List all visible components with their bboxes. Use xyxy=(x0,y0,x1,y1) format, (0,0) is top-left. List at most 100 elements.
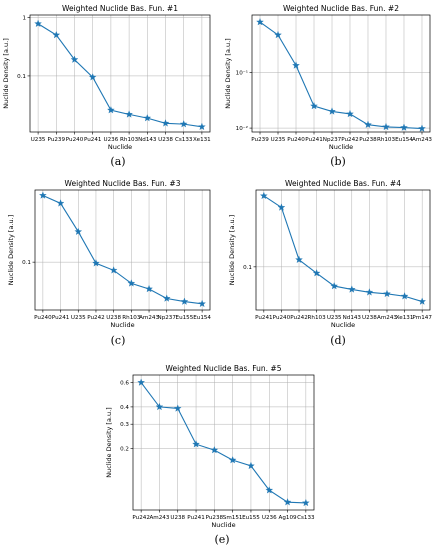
data-point-star xyxy=(228,456,237,464)
chart-panel: 0.1 Pu241 Pu240 Pu242 Rh103 U235 Nd143 U238 Am24… xyxy=(228,179,432,347)
x-tick-label: Sm151 xyxy=(223,515,243,521)
x-tick-label: Pu241 xyxy=(255,315,273,321)
x-axis-label: Nuclide xyxy=(110,321,134,329)
data-point-star xyxy=(107,106,115,114)
x-tick-label: Pu238 xyxy=(206,515,224,521)
chart-title: Weighted Nuclide Bas. Fun. #5 xyxy=(166,364,282,373)
x-tick-label: Pu240 xyxy=(66,137,84,143)
data-point-star xyxy=(328,107,336,115)
data-point-star xyxy=(88,73,97,81)
data-point-star xyxy=(52,31,61,39)
x-tick-label: Xe131 xyxy=(193,137,211,143)
plot-frame xyxy=(255,189,431,311)
x-axis-label: Nuclide xyxy=(211,521,235,529)
series-line xyxy=(42,194,203,305)
y-tick-label: 0.2 xyxy=(120,447,129,453)
x-tick-label: U238 xyxy=(170,515,185,521)
data-point-star xyxy=(34,19,42,27)
data-point-star xyxy=(383,289,391,298)
data-point-star xyxy=(56,199,65,207)
x-tick-label: U235 xyxy=(327,315,342,321)
x-tick-label: Am243 xyxy=(377,315,397,321)
series-line xyxy=(37,23,202,128)
data-point-star xyxy=(400,292,409,300)
x-tick-label: Pu242 xyxy=(132,515,150,521)
x-tick-label: Pu241 xyxy=(305,137,323,143)
y-axis-label: Nuclide Density [a.u.] xyxy=(2,38,10,108)
data-point-star xyxy=(179,120,188,128)
x-tick-label: U236 xyxy=(104,137,119,143)
x-tick-label: Pu242 xyxy=(290,315,308,321)
x-tick-label: Pu241 xyxy=(187,515,205,521)
data-point-star xyxy=(256,18,264,26)
x-tick-label: Cs133 xyxy=(175,137,193,143)
x-tick-label: Am243 xyxy=(412,137,432,143)
x-tick-label: Nd143 xyxy=(343,315,362,321)
data-point-star xyxy=(39,191,47,199)
data-point-star xyxy=(127,279,136,287)
panel-caption: (a) xyxy=(110,155,125,168)
data-point-star xyxy=(365,288,374,296)
data-point-star xyxy=(74,227,83,235)
y-tick-label: 0.6 xyxy=(120,381,129,387)
panel-caption: (d) xyxy=(330,334,346,347)
x-tick-label: Ag109 xyxy=(279,515,297,521)
x-tick-label: Am243 xyxy=(149,515,169,521)
x-tick-label: Pu241 xyxy=(84,137,102,143)
x-tick-label: Eu154 xyxy=(193,315,211,321)
plot-frame xyxy=(251,14,431,133)
y-tick-label: 10⁻² xyxy=(236,125,248,132)
x-axis-label: Nuclide xyxy=(331,321,355,329)
data-point-star xyxy=(173,404,182,412)
chart-panel: 0.6 0.4 0.3 0.2 Pu242 Am243 U238 Pu241 Pu238 Sm15… xyxy=(105,364,315,546)
x-tick-label: Pu239 xyxy=(251,137,269,143)
x-tick-label: U238 xyxy=(362,315,377,321)
y-tick-label: 0.1 xyxy=(17,74,26,80)
x-tick-label: Rh103 xyxy=(122,315,141,321)
data-point-star xyxy=(302,498,310,507)
x-tick-label: Xe131 xyxy=(396,315,414,321)
data-point-star xyxy=(347,285,356,293)
y-tick-label: 0.3 xyxy=(120,422,129,428)
x-tick-label: U235 xyxy=(31,137,46,143)
panel-caption: (b) xyxy=(330,155,346,168)
plot-frame xyxy=(34,189,211,311)
x-tick-label: U238 xyxy=(106,315,121,321)
panel-caption: (c) xyxy=(111,334,126,347)
x-tick-label: U238 xyxy=(158,137,173,143)
chart-panel: 1 0.1 U235 Pu239 Pu240 Pu241 U236 Rh103 Nd143 U23… xyxy=(2,4,211,168)
data-point-star xyxy=(418,124,426,132)
data-point-star xyxy=(277,203,286,211)
y-tick-label: 0.1 xyxy=(22,260,31,266)
chart-panel: 0.1 Pu240 Pu241 U235 Pu242 U238 Rh103Am243Np23… xyxy=(7,179,211,347)
chart-title: Weighted Nuclide Bas. Fun. #3 xyxy=(65,179,181,188)
y-axis-label: Nuclide Density [a.u.] xyxy=(7,215,15,285)
y-axis-label: Nuclide Density [a.u.] xyxy=(105,407,113,477)
x-tick-label: Pu240 xyxy=(34,315,52,321)
data-point-star xyxy=(260,191,268,200)
data-point-star xyxy=(283,498,292,506)
data-point-star xyxy=(364,120,372,128)
data-point-star xyxy=(382,122,390,131)
x-tick-label: U236 xyxy=(262,515,277,521)
x-tick-label: Rh103 xyxy=(308,315,327,321)
y-tick-label: 10⁻¹ xyxy=(236,70,248,77)
x-tick-label: Pu238 xyxy=(359,137,377,143)
x-tick-label: U235 xyxy=(271,137,286,143)
series-line xyxy=(140,382,306,504)
chart-title: Weighted Nuclide Bas. Fun. #4 xyxy=(285,179,401,188)
data-point-star xyxy=(312,269,321,277)
x-tick-label: Nd143 xyxy=(138,137,157,143)
y-tick-label: 0.4 xyxy=(120,405,129,411)
x-tick-label: Eu155 xyxy=(176,315,194,321)
series-line xyxy=(259,21,423,130)
plot-frame xyxy=(132,374,315,511)
x-tick-label: Pu240 xyxy=(287,137,305,143)
data-point-star xyxy=(418,297,426,305)
y-tick-label: 0.1 xyxy=(243,265,252,271)
data-point-star xyxy=(109,266,118,274)
x-tick-label: Eu155 xyxy=(242,515,260,521)
x-tick-label: Pu242 xyxy=(341,137,359,143)
y-tick-label: 1 xyxy=(22,15,26,21)
